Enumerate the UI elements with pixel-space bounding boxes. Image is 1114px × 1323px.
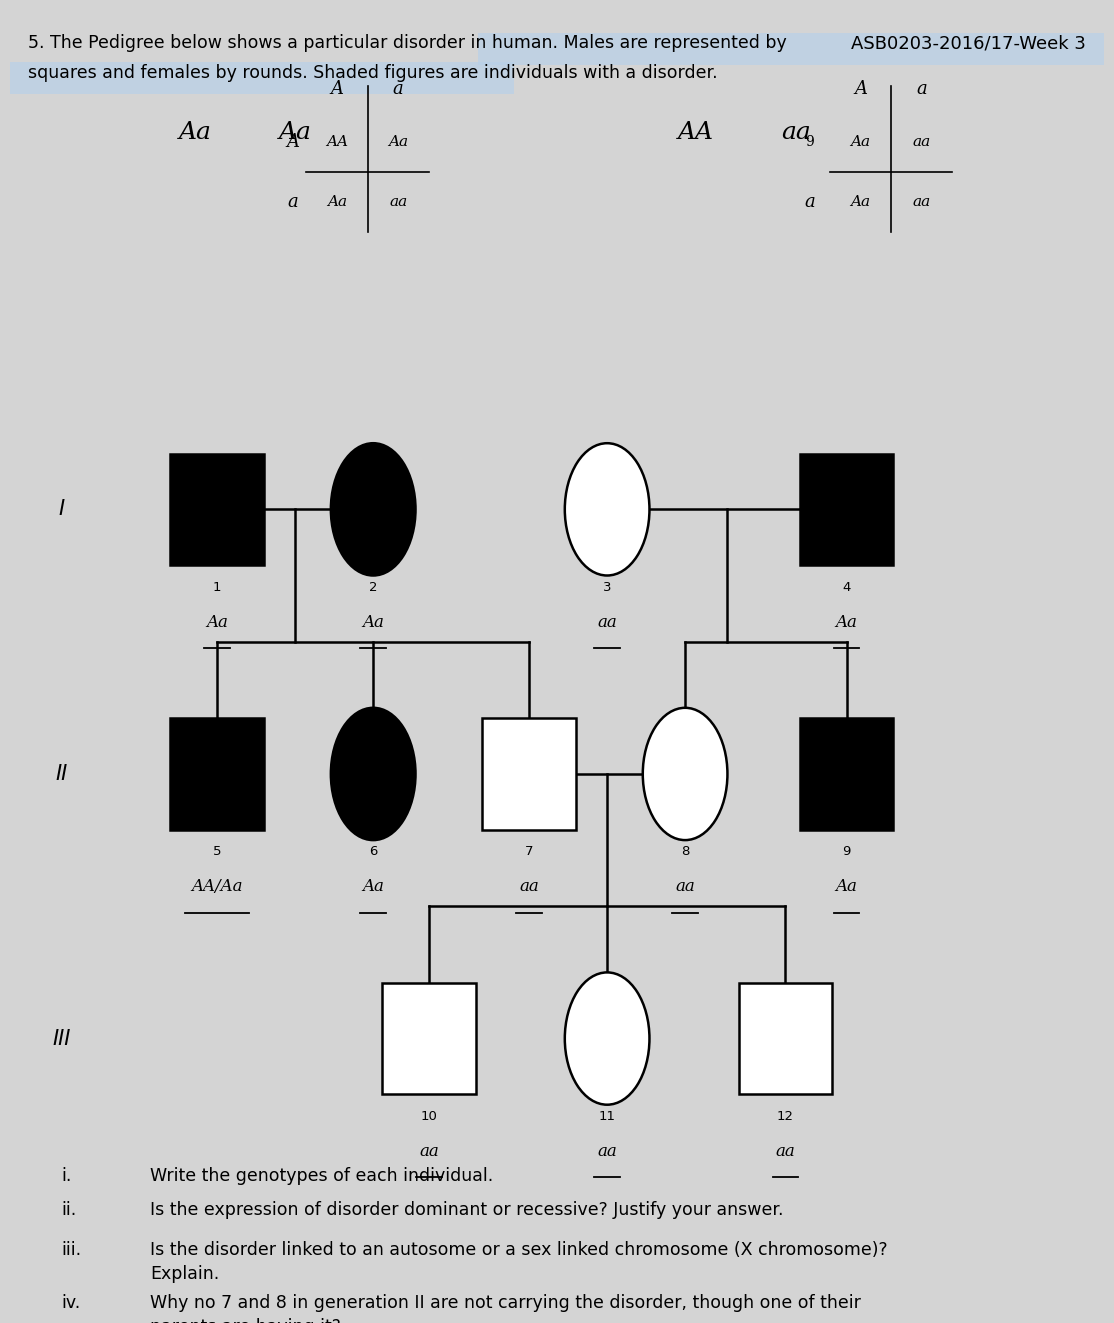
Bar xyxy=(170,718,264,830)
Text: II: II xyxy=(56,763,67,785)
Text: Aa: Aa xyxy=(362,614,384,631)
Text: a: a xyxy=(393,79,403,98)
Text: Aa: Aa xyxy=(326,194,348,209)
Text: 2: 2 xyxy=(369,581,378,594)
Text: ASB0203-2016/17-Week 3: ASB0203-2016/17-Week 3 xyxy=(851,34,1086,53)
Text: Aa: Aa xyxy=(206,614,228,631)
Text: AA: AA xyxy=(678,120,714,144)
Text: aa: aa xyxy=(597,614,617,631)
Text: a: a xyxy=(804,193,815,210)
Text: A: A xyxy=(331,79,343,98)
Text: aa: aa xyxy=(912,194,931,209)
Ellipse shape xyxy=(565,972,649,1105)
Text: Aa: Aa xyxy=(388,135,409,149)
Ellipse shape xyxy=(331,708,416,840)
Text: Write the genotypes of each individual.: Write the genotypes of each individual. xyxy=(150,1167,494,1185)
Text: 12: 12 xyxy=(776,1110,794,1123)
Text: 1: 1 xyxy=(213,581,222,594)
Text: 6: 6 xyxy=(369,845,378,859)
Text: Aa: Aa xyxy=(178,120,212,144)
Text: iv.: iv. xyxy=(61,1294,80,1312)
Text: aa: aa xyxy=(782,120,811,144)
Text: I: I xyxy=(58,499,65,520)
Text: 3: 3 xyxy=(603,581,612,594)
Text: 5: 5 xyxy=(213,845,222,859)
Text: 8: 8 xyxy=(681,845,690,859)
Text: aa: aa xyxy=(775,1143,795,1160)
Text: Aa: Aa xyxy=(850,194,871,209)
Text: Is the disorder linked to an autosome or a sex linked chromosome (X chromosome)?: Is the disorder linked to an autosome or… xyxy=(150,1241,888,1283)
Text: i.: i. xyxy=(61,1167,71,1185)
Text: Why no 7 and 8 in generation II are not carrying the disorder, though one of the: Why no 7 and 8 in generation II are not … xyxy=(150,1294,861,1323)
Text: III: III xyxy=(52,1028,70,1049)
Text: A: A xyxy=(854,79,867,98)
Bar xyxy=(382,983,476,1094)
Text: aa: aa xyxy=(419,1143,439,1160)
Bar xyxy=(170,454,264,565)
Text: 4: 4 xyxy=(842,581,851,594)
Text: a: a xyxy=(917,79,927,98)
Ellipse shape xyxy=(331,443,416,576)
Text: Aa: Aa xyxy=(836,878,858,896)
Bar xyxy=(800,454,893,565)
Text: a: a xyxy=(287,193,299,210)
Text: Aa: Aa xyxy=(836,614,858,631)
Text: 9: 9 xyxy=(842,845,851,859)
Text: 10: 10 xyxy=(420,1110,438,1123)
Text: 11: 11 xyxy=(598,1110,616,1123)
Text: 9: 9 xyxy=(805,135,814,149)
Text: 7: 7 xyxy=(525,845,534,859)
Text: Aa: Aa xyxy=(850,135,871,149)
Ellipse shape xyxy=(643,708,727,840)
Bar xyxy=(482,718,576,830)
Bar xyxy=(800,718,893,830)
Text: iii.: iii. xyxy=(61,1241,81,1259)
Text: aa: aa xyxy=(912,135,931,149)
Text: aa: aa xyxy=(389,194,408,209)
Text: Aa: Aa xyxy=(278,120,312,144)
Text: A: A xyxy=(286,134,300,151)
Bar xyxy=(739,983,832,1094)
Text: Is the expression of disorder dominant or recessive? Justify your answer.: Is the expression of disorder dominant o… xyxy=(150,1201,784,1220)
Text: 5. The Pedigree below shows a particular disorder in human. Males are represente: 5. The Pedigree below shows a particular… xyxy=(28,34,786,53)
Text: Aa: Aa xyxy=(362,878,384,896)
FancyBboxPatch shape xyxy=(478,33,1104,65)
Ellipse shape xyxy=(565,443,649,576)
FancyBboxPatch shape xyxy=(10,62,514,94)
Text: aa: aa xyxy=(597,1143,617,1160)
Text: aa: aa xyxy=(519,878,539,896)
Text: ii.: ii. xyxy=(61,1201,77,1220)
Text: squares and females by rounds. Shaded figures are individuals with a disorder.: squares and females by rounds. Shaded fi… xyxy=(28,64,717,82)
Text: AA/Aa: AA/Aa xyxy=(192,878,243,896)
Text: aa: aa xyxy=(675,878,695,896)
Text: AA: AA xyxy=(326,135,348,149)
